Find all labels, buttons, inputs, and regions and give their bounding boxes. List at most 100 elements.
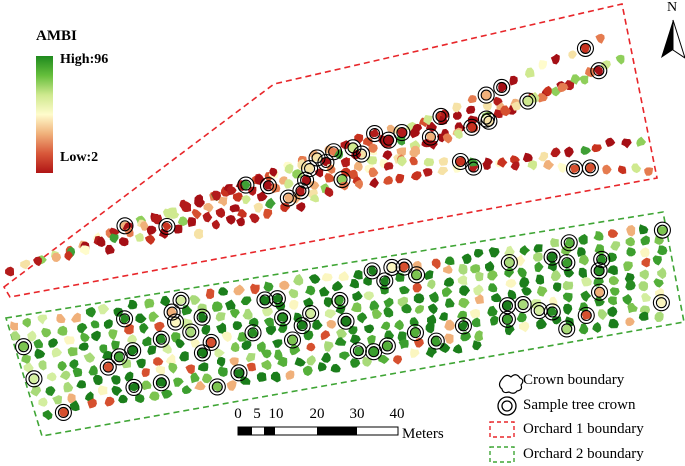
sample-tree-ring	[240, 179, 252, 191]
tree-crown	[594, 296, 605, 307]
tree-crown	[369, 300, 380, 311]
tree-crown	[59, 407, 69, 417]
tree-crown	[42, 409, 53, 421]
sample-tree-ring	[363, 262, 381, 280]
tree-crown	[77, 322, 88, 334]
sample-tree-ring	[355, 148, 368, 160]
tree-crown	[354, 179, 364, 190]
tree-crown	[87, 398, 97, 409]
sample-tree-ring	[28, 373, 40, 385]
sample-tree-ring	[286, 334, 299, 346]
tree-crown	[190, 372, 200, 384]
tree-crown	[601, 60, 611, 70]
tree-crown	[272, 293, 284, 304]
tree-crown	[52, 395, 63, 405]
tree-crown	[382, 150, 393, 161]
tree-crown	[543, 85, 552, 97]
tree-crown	[578, 233, 588, 245]
tree-crown	[285, 370, 295, 380]
sample-tree-ring	[208, 378, 226, 396]
tree-crown	[467, 95, 477, 104]
tree-crown	[452, 111, 462, 120]
tree-crown	[596, 254, 607, 264]
sample-tree-ring	[320, 156, 332, 169]
tree-crown	[63, 381, 74, 393]
tree-crown	[609, 287, 620, 296]
tree-crown	[585, 163, 596, 173]
tree-crown	[654, 311, 664, 323]
tree-crown	[306, 355, 316, 366]
sample-tree-ring	[158, 217, 176, 236]
tree-crown	[529, 92, 540, 103]
orchard-1-boundary	[2, 3, 658, 298]
sample-tree-ring	[655, 297, 667, 309]
sample-tree-ring	[558, 320, 576, 338]
sample-tree-ring	[340, 315, 352, 327]
tree-crown	[532, 252, 543, 262]
sample-tree-ring	[211, 381, 223, 393]
tree-crown	[353, 269, 363, 280]
sample-tree-ring	[169, 316, 182, 328]
sample-tree-ring	[293, 317, 311, 335]
tree-crown	[256, 341, 266, 352]
tree-crown	[383, 175, 394, 185]
tree-crown	[168, 362, 178, 374]
tree-crown	[306, 342, 316, 352]
tree-crown	[261, 359, 272, 371]
tree-crown	[423, 157, 435, 167]
tree-crown	[18, 341, 29, 352]
tree-crown	[348, 325, 358, 335]
sample-tree-ring	[119, 313, 131, 325]
tree-crown	[363, 291, 375, 301]
tree-crown	[442, 133, 453, 144]
tree-crown	[41, 327, 52, 338]
tree-crown	[91, 330, 101, 342]
tree-crown	[396, 147, 407, 157]
sample-tree-ring	[127, 345, 139, 357]
tree-crown	[241, 180, 251, 190]
sample-tree-ring	[563, 237, 575, 249]
tree-crown	[198, 311, 209, 323]
tree-crown	[438, 312, 448, 321]
tree-crown	[141, 368, 150, 377]
tree-crown	[88, 365, 98, 376]
sample-tree-ring	[125, 378, 143, 396]
tree-crown	[146, 225, 157, 236]
sample-tree-ring	[503, 256, 515, 269]
tree-crown	[312, 319, 323, 330]
tree-crown	[308, 274, 321, 284]
tree-crown	[369, 127, 380, 138]
tree-crown	[134, 232, 144, 242]
tree-crown	[615, 54, 625, 65]
tree-crown	[323, 297, 334, 308]
sample-tree-ring	[57, 406, 69, 419]
tree-crown	[305, 285, 316, 296]
tree-crown	[511, 101, 521, 111]
tree-crown	[500, 105, 512, 117]
tree-crown	[277, 322, 288, 333]
tree-crown	[597, 309, 608, 321]
tree-crown	[111, 375, 121, 385]
tree-crown	[533, 244, 543, 253]
sample-tree-ring	[347, 142, 359, 154]
tree-crown	[425, 322, 435, 334]
sample-tree-ring	[305, 307, 317, 320]
tree-crown	[543, 159, 555, 170]
sample-tree-ring	[302, 304, 320, 323]
tree-crown	[625, 317, 635, 327]
tree-crown	[37, 314, 48, 325]
tree-crown	[136, 358, 146, 369]
tree-crown	[550, 53, 560, 65]
tree-crown	[10, 321, 19, 331]
tree-crown	[380, 321, 391, 331]
tree-crown	[135, 393, 145, 404]
tree-crown	[214, 347, 225, 358]
tree-crown	[121, 359, 132, 369]
orchard-1-legend-icon	[489, 421, 515, 438]
tree-crown	[308, 180, 320, 191]
tree-crown	[422, 168, 433, 177]
tree-crown	[265, 326, 277, 336]
sample-tree-ring	[271, 293, 283, 305]
legend-orchard1-label: Orchard 1 boundary	[523, 421, 644, 437]
tree-crown	[452, 102, 462, 113]
